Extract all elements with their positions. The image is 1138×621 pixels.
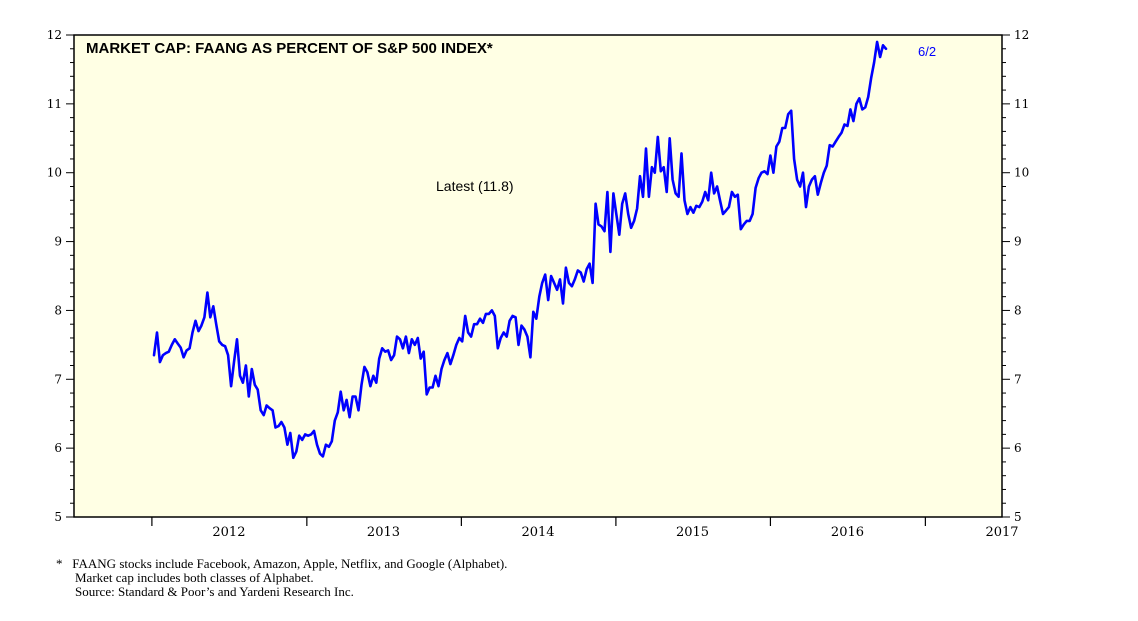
plot-area	[73, 34, 1003, 518]
y-tick-label-left: 7	[54, 372, 62, 386]
y-tick-label-left: 6	[54, 441, 62, 455]
y-tick-label-right: 6	[1014, 441, 1022, 455]
source-line: Source: Standard & Poor’s and Yardeni Re…	[75, 584, 354, 599]
chart: 5 6 7 8 9 10 11 12 5 6 7 8 9 10 11 12 2012 2013 2014 2015…	[47, 28, 1030, 540]
series-line-faang	[152, 40, 888, 460]
x-year-label: 2015	[676, 525, 709, 540]
footnote-text: FAANG stocks include Facebook, Amazon, A…	[72, 556, 508, 571]
y-tick-label-right: 5	[1014, 510, 1022, 524]
x-year-label: 2012	[212, 525, 245, 540]
end-date-label: 6/2	[918, 44, 936, 59]
footnotes: * FAANG stocks include Facebook, Amazon,…	[56, 557, 507, 599]
x-axis: 2012 2013 2014 2015 2016 2017	[151, 517, 1019, 540]
right-axis: 5 6 7 8 9 10 11 12	[1002, 28, 1029, 524]
y-tick-label-right: 8	[1014, 303, 1022, 317]
y-tick-label-left: 12	[47, 28, 62, 42]
y-tick-label-right: 12	[1014, 28, 1029, 42]
y-tick-label-right: 11	[1014, 97, 1029, 111]
x-year-label: 2014	[521, 525, 554, 540]
y-tick-label-right: 9	[1014, 235, 1022, 249]
y-tick-label-left: 9	[54, 235, 62, 249]
footnote-line: Market cap includes both classes of Alph…	[75, 570, 314, 585]
footnote-line: * FAANG stocks include Facebook, Amazon,…	[56, 557, 507, 571]
x-year-label: 2017	[985, 525, 1018, 540]
y-tick-label-left: 10	[47, 166, 62, 180]
x-year-label: 2013	[367, 525, 400, 540]
y-tick-label-left: 11	[47, 97, 62, 111]
footnote-marker: *	[56, 556, 63, 571]
x-year-label: 2016	[831, 525, 864, 540]
y-tick-label-left: 8	[54, 303, 62, 317]
chart-title: MARKET CAP: FAANG AS PERCENT OF S&P 500 …	[86, 40, 493, 57]
left-axis: 5 6 7 8 9 10 11 12	[47, 28, 74, 524]
latest-annotation: Latest (11.8)	[436, 178, 514, 194]
y-tick-label-right: 7	[1014, 372, 1022, 386]
y-tick-label-right: 10	[1014, 166, 1029, 180]
y-tick-label-left: 5	[54, 510, 62, 524]
